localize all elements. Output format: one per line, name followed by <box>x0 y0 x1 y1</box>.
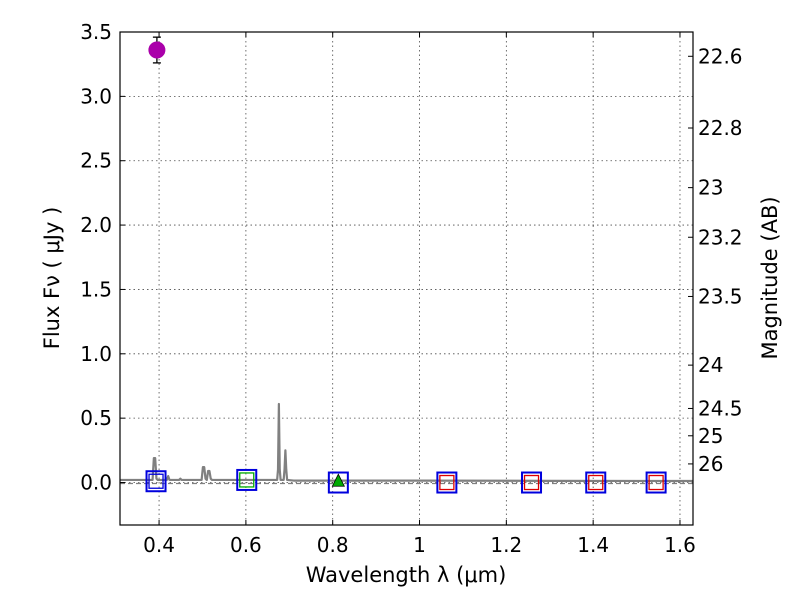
x-tick-label: 1 <box>413 533 426 557</box>
x-axis-label: Wavelength λ (μm) <box>306 563 507 587</box>
x-tick-label: 0.8 <box>317 533 349 557</box>
observed-flux-marker <box>523 474 540 491</box>
mag-tick-label: 26 <box>698 452 723 476</box>
y-axis-label: Flux Fν ( μJy ) <box>40 207 64 350</box>
y-tick-label: 0.0 <box>80 471 112 495</box>
y-tick-label: 3.0 <box>80 84 112 108</box>
mag-tick-label: 22.8 <box>698 116 743 140</box>
model-flux-marker <box>236 468 258 491</box>
right-y-axis-label: Magnitude (AB) <box>758 196 782 359</box>
detection-point <box>148 41 166 59</box>
mag-tick-label: 24.5 <box>698 396 743 420</box>
x-tick-label: 0.6 <box>230 533 262 557</box>
y-tick-label: 2.0 <box>80 213 112 237</box>
x-tick-label: 0.4 <box>143 533 175 557</box>
observed-flux-marker <box>148 473 164 489</box>
model-flux-marker <box>145 470 167 493</box>
mag-tick-label: 24 <box>698 353 723 377</box>
y-tick-label: 2.5 <box>80 149 112 173</box>
model-flux-marker <box>645 471 667 494</box>
model-flux-marker <box>521 471 543 494</box>
tick-layer: 0.4 0.6 0.8 1 1.2 1.4 1.6 0.0 0.5 1.0 1.5 2.0 2.5 3.0… <box>80 20 742 557</box>
plot-frame <box>119 31 694 526</box>
mag-tick-label: 25 <box>698 424 723 448</box>
model-flux-marker <box>436 471 458 494</box>
grid-layer <box>120 31 693 525</box>
x-tick-label: 1.2 <box>490 533 522 557</box>
model-spectrum-line <box>120 402 694 483</box>
model-flux-marker <box>327 471 349 494</box>
mag-tick-label: 23.2 <box>698 225 743 249</box>
y-tick-label: 0.5 <box>80 406 112 430</box>
observed-flux-marker <box>331 473 345 487</box>
model-flux-marker <box>585 471 607 494</box>
observed-flux-marker <box>439 474 455 491</box>
observed-flux-marker <box>588 474 604 491</box>
x-tick-label: 1.6 <box>664 533 696 557</box>
y-tick-label: 1.0 <box>80 342 112 366</box>
mag-tick-label: 23.5 <box>698 284 743 308</box>
x-tick-label: 1.4 <box>577 533 609 557</box>
mag-tick-label: 22.6 <box>698 44 743 68</box>
mag-tick-label: 23 <box>698 176 723 200</box>
observed-flux-marker <box>239 472 255 488</box>
y-tick-label: 1.5 <box>80 277 112 301</box>
observed-flux-marker <box>648 474 664 491</box>
data-layer <box>120 36 694 494</box>
y-tick-label: 3.5 <box>80 20 112 44</box>
